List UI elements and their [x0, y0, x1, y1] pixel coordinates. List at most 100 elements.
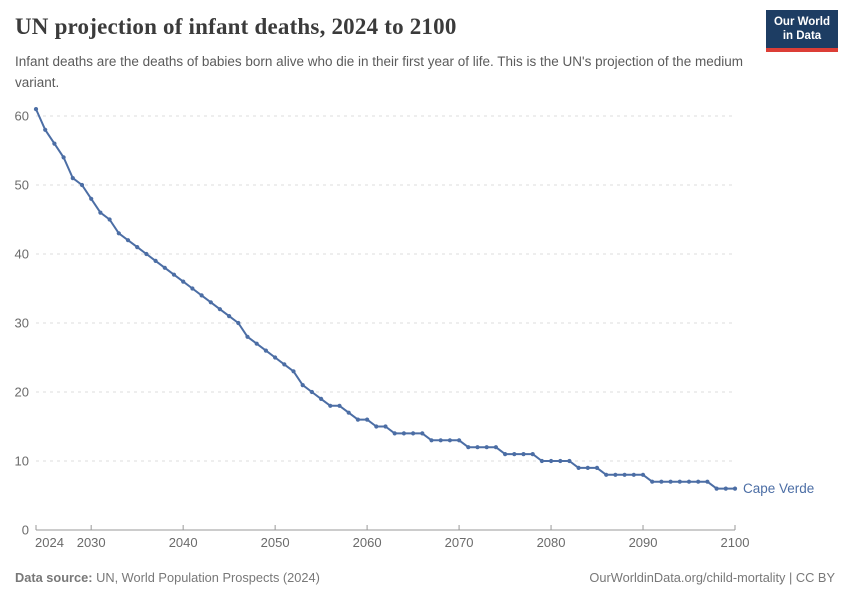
data-point[interactable] [493, 445, 498, 450]
data-source-note: Data source: UN, World Population Prospe… [15, 570, 320, 585]
data-point[interactable] [236, 320, 241, 326]
data-point[interactable] [79, 182, 85, 188]
data-point[interactable] [503, 452, 508, 457]
data-point[interactable] [732, 486, 738, 491]
line-path[interactable] [35, 108, 736, 490]
data-point[interactable] [346, 410, 351, 415]
data-point[interactable] [98, 210, 103, 215]
data-point[interactable] [420, 431, 425, 436]
data-point[interactable] [392, 431, 397, 436]
data-point[interactable] [70, 176, 75, 181]
y-tick-label-10: 10 [15, 454, 29, 469]
data-point[interactable] [337, 403, 342, 408]
data-point[interactable] [125, 238, 131, 243]
x-tick-label-2024: 2024 [35, 535, 64, 550]
data-point[interactable] [365, 417, 370, 422]
data-point[interactable] [640, 472, 646, 477]
data-point[interactable] [300, 383, 305, 388]
data-point[interactable] [466, 445, 471, 450]
data-point[interactable] [677, 479, 682, 484]
owid-logo-red-bar [766, 47, 838, 52]
data-point[interactable] [181, 279, 186, 284]
data-point[interactable] [585, 465, 590, 470]
data-point[interactable] [135, 245, 140, 250]
owid-logo[interactable]: Our World in Data [766, 10, 838, 52]
data-point[interactable] [153, 258, 158, 263]
data-point[interactable] [714, 486, 719, 491]
data-point[interactable] [631, 472, 636, 477]
data-line-cape-verde[interactable] [33, 107, 738, 491]
gridlines [36, 115, 735, 462]
data-point[interactable] [291, 369, 296, 374]
data-point[interactable] [401, 431, 406, 436]
data-point[interactable] [438, 438, 443, 443]
data-point[interactable] [475, 445, 480, 450]
data-point[interactable] [61, 155, 66, 160]
data-point[interactable] [530, 452, 535, 457]
data-point[interactable] [429, 438, 434, 443]
data-source-text: UN, World Population Prospects (2024) [92, 570, 320, 585]
data-point[interactable] [199, 293, 204, 298]
data-point[interactable] [696, 479, 701, 484]
data-point[interactable] [190, 286, 195, 291]
data-point[interactable] [208, 300, 213, 305]
data-point[interactable] [171, 272, 177, 277]
data-point[interactable] [512, 452, 517, 457]
chart-subtitle: Infant deaths are the deaths of babies b… [15, 54, 743, 90]
data-point[interactable] [319, 396, 324, 401]
y-tick-label-20: 20 [15, 385, 29, 400]
data-point[interactable] [723, 486, 728, 491]
x-tick-label-2050: 2050 [261, 535, 290, 550]
data-point[interactable] [650, 479, 655, 484]
data-point[interactable] [245, 334, 250, 339]
data-point[interactable] [273, 355, 278, 360]
data-point[interactable] [558, 458, 563, 464]
x-tick-label-2080: 2080 [537, 535, 566, 550]
data-point[interactable] [594, 465, 600, 470]
data-point[interactable] [374, 424, 379, 429]
data-point[interactable] [539, 458, 545, 464]
data-point[interactable] [309, 389, 314, 395]
data-point[interactable] [162, 265, 167, 270]
entity-label[interactable]: Cape Verde [743, 481, 814, 496]
data-point[interactable] [33, 107, 39, 112]
x-tick-label-2070: 2070 [445, 535, 474, 550]
data-source-label: Data source: [15, 570, 93, 585]
data-point[interactable] [668, 479, 673, 484]
y-tick-label-30: 30 [15, 316, 29, 331]
data-point[interactable] [521, 452, 526, 457]
data-point[interactable] [263, 348, 268, 353]
data-point[interactable] [254, 341, 259, 346]
data-point[interactable] [705, 479, 710, 484]
data-point[interactable] [227, 314, 232, 319]
data-point[interactable] [217, 307, 222, 312]
data-point[interactable] [567, 458, 572, 464]
data-point[interactable] [447, 438, 452, 443]
data-point[interactable] [383, 424, 388, 429]
data-point[interactable] [43, 127, 48, 132]
data-point[interactable] [604, 472, 609, 477]
credit-link[interactable]: OurWorldinData.org/child-mortality | CC … [589, 570, 835, 585]
data-point[interactable] [613, 472, 618, 477]
data-point[interactable] [116, 231, 121, 236]
data-point[interactable] [355, 417, 360, 422]
data-point[interactable] [107, 217, 112, 222]
data-point[interactable] [144, 251, 149, 257]
data-point[interactable] [328, 403, 333, 408]
y-tick-label-50: 50 [15, 178, 29, 193]
owid-logo-line2: in Data [782, 30, 822, 43]
y-tick-label-0: 0 [22, 523, 29, 538]
data-point[interactable] [484, 445, 489, 450]
data-point[interactable] [549, 458, 554, 464]
data-point[interactable] [622, 472, 627, 477]
data-point[interactable] [52, 141, 57, 146]
data-point[interactable] [282, 362, 287, 367]
data-point[interactable] [686, 479, 692, 484]
data-point[interactable] [411, 431, 416, 436]
data-point[interactable] [576, 465, 581, 470]
data-point[interactable] [659, 479, 664, 484]
data-point[interactable] [89, 196, 94, 201]
data-point[interactable] [457, 438, 462, 443]
series-end-label-cape-verde[interactable]: Cape Verde [743, 481, 814, 496]
